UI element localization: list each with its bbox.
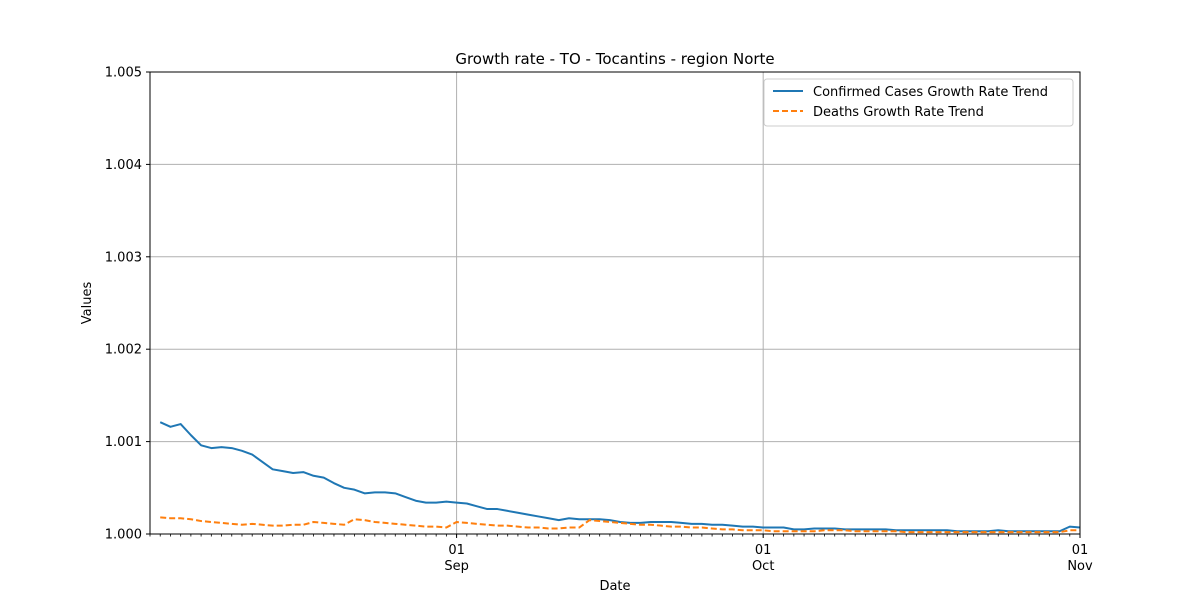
legend: Confirmed Cases Growth Rate Trend Deaths… [763,78,1074,127]
y-tick-label: 1.000 [105,528,142,543]
legend-label-deaths: Deaths Growth Rate Trend [813,105,984,120]
y-axis-label: Values [80,282,95,325]
chart-title: Growth rate - TO - Tocantins - region No… [455,50,774,68]
x-tick-label-day: 01 [448,543,465,558]
y-tick-label: 1.002 [105,343,142,358]
x-tick-label-month: Oct [752,559,774,574]
series-line-confirmed [159,421,1081,533]
x-tick-label-month: Nov [1067,559,1093,574]
x-axis-label: Date [599,579,630,594]
y-tick-label: 1.003 [105,250,142,265]
y-tick-label: 1.001 [105,435,142,450]
x-tick-label-month: Sep [444,559,469,574]
series-line-deaths [160,516,1080,534]
x-tick-label-day: 01 [1072,543,1089,558]
y-tick-label: 1.004 [105,158,142,173]
x-tick-label-day: 01 [755,543,772,558]
plot-frame [149,71,1081,535]
legend-label-confirmed: Confirmed Cases Growth Rate Trend [813,85,1048,100]
axis-layer: 1.0001.0011.0021.0031.0041.00501Sep01Oct… [105,66,1093,575]
legend-box [763,78,1074,127]
series-layer [159,421,1081,534]
y-tick-label: 1.005 [105,66,142,81]
